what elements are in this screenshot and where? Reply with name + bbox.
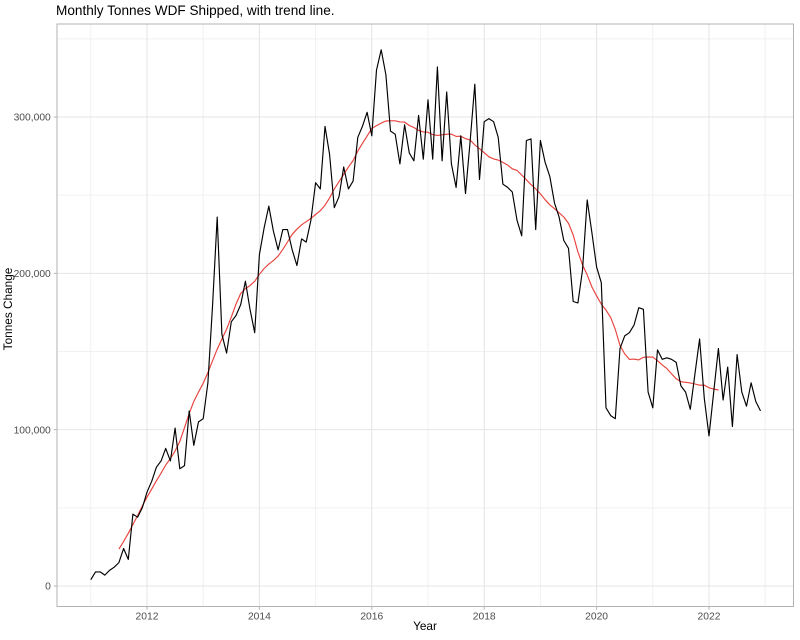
svg-text:2018: 2018 bbox=[473, 612, 496, 623]
svg-text:Tonnes Change: Tonnes Change bbox=[1, 267, 15, 350]
svg-text:100,000: 100,000 bbox=[14, 425, 51, 436]
svg-text:2016: 2016 bbox=[360, 612, 383, 623]
svg-text:0: 0 bbox=[45, 582, 51, 593]
svg-text:2014: 2014 bbox=[248, 612, 271, 623]
svg-text:2022: 2022 bbox=[698, 612, 721, 623]
svg-text:2012: 2012 bbox=[136, 612, 159, 623]
svg-text:Year: Year bbox=[413, 619, 437, 633]
svg-text:200,000: 200,000 bbox=[14, 269, 51, 280]
svg-text:300,000: 300,000 bbox=[14, 113, 51, 124]
svg-text:Monthly Tonnes WDF Shipped, wi: Monthly Tonnes WDF Shipped, with trend l… bbox=[56, 3, 335, 18]
svg-text:2020: 2020 bbox=[585, 612, 608, 623]
